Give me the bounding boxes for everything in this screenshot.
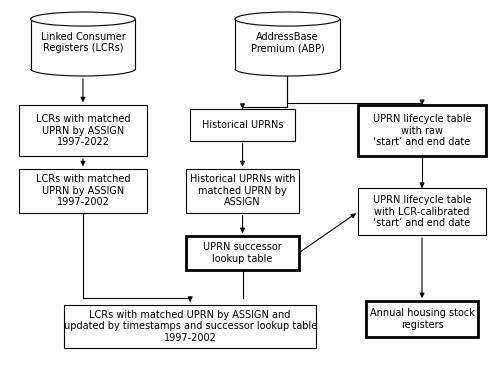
Ellipse shape [235, 12, 340, 26]
Text: UPRN successor
lookup table: UPRN successor lookup table [203, 242, 282, 264]
Bar [20, 169, 146, 212]
Text: Linked Consumer
Registers (LCRs): Linked Consumer Registers (LCRs) [40, 32, 125, 53]
Text: Historical UPRNs with
matched UPRN by
ASSIGN: Historical UPRNs with matched UPRN by AS… [190, 174, 296, 208]
Bar [358, 105, 486, 156]
Bar [30, 19, 136, 69]
Ellipse shape [30, 12, 136, 26]
Bar [366, 301, 478, 337]
Text: LCRs with matched
UPRN by ASSIGN
1997-2002: LCRs with matched UPRN by ASSIGN 1997-20… [36, 174, 130, 208]
Bar [235, 19, 340, 69]
Bar [186, 236, 298, 270]
Text: UPRN lifecycle table
with LCR-calibrated
‘start’ and end date: UPRN lifecycle table with LCR-calibrated… [372, 195, 472, 228]
Text: Annual housing stock
registers: Annual housing stock registers [370, 308, 474, 330]
Text: UPRN lifecycle table
with raw
‘start’ and end date: UPRN lifecycle table with raw ‘start’ an… [372, 114, 472, 147]
Bar [358, 188, 486, 235]
Bar [20, 105, 146, 156]
Text: AddressBase
Premium (ABP): AddressBase Premium (ABP) [250, 32, 324, 53]
Bar [64, 305, 316, 348]
Text: LCRs with matched UPRN by ASSIGN and
updated by timestamps and successor lookup : LCRs with matched UPRN by ASSIGN and upd… [64, 310, 317, 343]
Bar [190, 109, 295, 141]
Text: LCRs with matched
UPRN by ASSIGN
1997-2022: LCRs with matched UPRN by ASSIGN 1997-20… [36, 114, 130, 147]
Bar [186, 169, 298, 212]
Text: Historical UPRNs: Historical UPRNs [202, 120, 283, 130]
